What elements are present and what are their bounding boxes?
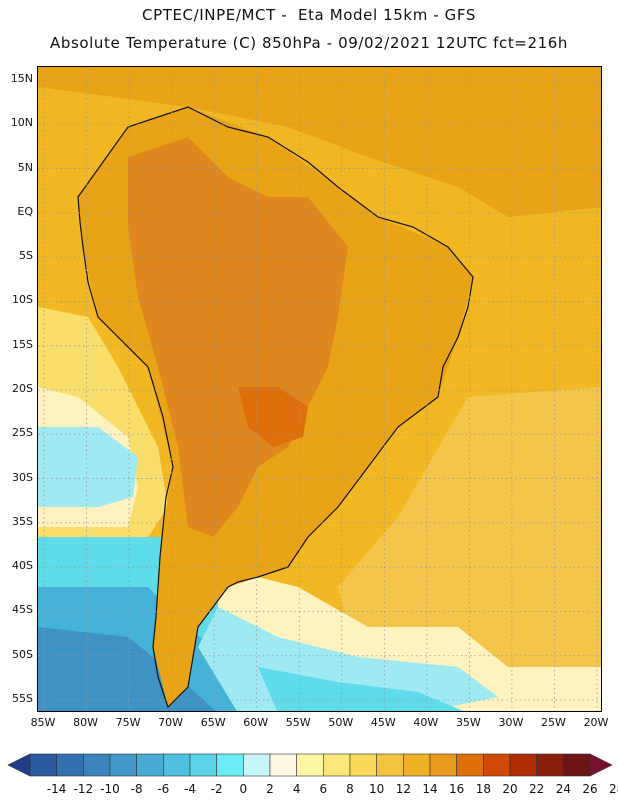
colorbar-swatch <box>136 753 164 777</box>
latitude-label: 10N <box>10 116 33 130</box>
latitude-label: 45S <box>12 603 33 617</box>
longitude-label: 20W <box>583 716 609 729</box>
colorbar-swatch <box>163 753 191 777</box>
colorbar-swatch <box>483 753 511 777</box>
temperature-map <box>37 66 602 712</box>
colorbar-tick-label: 14 <box>422 782 438 796</box>
field-cold-pacific <box>38 427 138 507</box>
longitude-label: 40W <box>413 716 439 729</box>
colorbar-swatch <box>429 753 457 777</box>
map-subtitle: Absolute Temperature (C) 850hPa - 09/02/… <box>49 34 569 52</box>
colorbar-max-arrow <box>589 753 613 777</box>
latitude-label: 5S <box>19 249 33 263</box>
colorbar-tick-label: -2 <box>210 782 223 796</box>
longitude-label: 75W <box>115 716 141 729</box>
latitude-label: 15N <box>10 72 33 85</box>
colorbar-tick-label: -10 <box>100 782 120 796</box>
colorbar-swatch <box>536 753 564 777</box>
colorbar-swatch <box>296 753 324 777</box>
colorbar-swatch <box>349 753 377 777</box>
colorbar-tick-label: -14 <box>46 782 67 796</box>
colorbar-tick-label: 16 <box>449 782 465 796</box>
colorbar-tick-label: 24 <box>555 782 571 796</box>
latitude-label: 40S <box>12 559 33 573</box>
latitude-label: 30S <box>12 470 33 484</box>
colorbar-swatch <box>56 753 84 777</box>
field-land-hottest <box>238 387 308 447</box>
colorbar-tick-label: 22 <box>529 782 545 796</box>
longitude-label: 70W <box>158 716 184 729</box>
latitude-label: 35S <box>12 514 33 528</box>
longitude-label: 80W <box>73 716 98 729</box>
colorbar-swatch <box>29 753 57 777</box>
colorbar-swatch <box>563 753 591 777</box>
colorbar-tick-label: -4 <box>184 782 196 796</box>
coastline <box>77 106 474 709</box>
longitude-label: 30W <box>498 716 524 729</box>
latitude-label: 25S <box>12 426 33 440</box>
latitude-label: 5N <box>17 160 33 174</box>
colorbar-swatch <box>109 753 137 777</box>
latitude-label: 15S <box>12 337 33 351</box>
longitude-label: 50W <box>328 716 354 729</box>
latitude-label: 55S <box>12 692 33 705</box>
colorbar-swatch <box>243 753 271 777</box>
temperature-field <box>38 67 601 711</box>
colorbar-tick-label: 28 <box>609 782 618 796</box>
longitude-label: 85W <box>30 716 56 729</box>
colorbar-tick-label: 26 <box>582 782 598 796</box>
latitude-label: EQ <box>17 204 33 218</box>
longitude-label: 65W <box>200 716 226 729</box>
temperature-colorbar <box>7 753 613 777</box>
colorbar-tick-label: 12 <box>395 782 411 796</box>
map-title: CPTEC/INPE/MCT - Eta Model 15km - GFS <box>142 6 476 24</box>
colorbar-swatch <box>323 753 351 777</box>
colorbar-swatch <box>83 753 111 777</box>
colorbar-swatch <box>456 753 484 777</box>
longitude-label: 60W <box>243 716 269 729</box>
latitude-label: 10S <box>12 293 33 307</box>
colorbar-min-arrow <box>7 753 31 777</box>
colorbar-swatch <box>269 753 297 777</box>
colorbar-tick-label: 6 <box>319 782 328 796</box>
colorbar-swatch <box>509 753 537 777</box>
colorbar-tick-label: 2 <box>266 782 274 796</box>
colorbar-swatch <box>376 753 404 777</box>
colorbar-swatch <box>189 753 217 777</box>
colorbar-swatch <box>216 753 244 777</box>
longitude-label: 55W <box>285 716 311 729</box>
colorbar-tick-label: -12 <box>73 782 94 796</box>
longitude-label: 45W <box>370 716 396 729</box>
colorbar-tick-label: 4 <box>292 782 301 796</box>
latitude-label: 20S <box>12 382 33 395</box>
colorbar-tick-label: 20 <box>502 782 518 796</box>
colorbar-tick-label: 8 <box>346 782 354 796</box>
colorbar-tick-label: -6 <box>157 782 170 796</box>
colorbar-swatch <box>403 753 431 777</box>
colorbar-tick-label: 18 <box>475 782 491 796</box>
colorbar-tick-label: -8 <box>130 782 143 796</box>
field-hot-north-atlantic <box>38 67 601 217</box>
longitude-label: 25W <box>541 716 566 729</box>
colorbar-tick-label: 0 <box>239 782 248 796</box>
colorbar-tick-label: 10 <box>369 782 385 796</box>
latitude-label: 50S <box>12 647 33 661</box>
longitude-label: 35W <box>455 716 481 729</box>
